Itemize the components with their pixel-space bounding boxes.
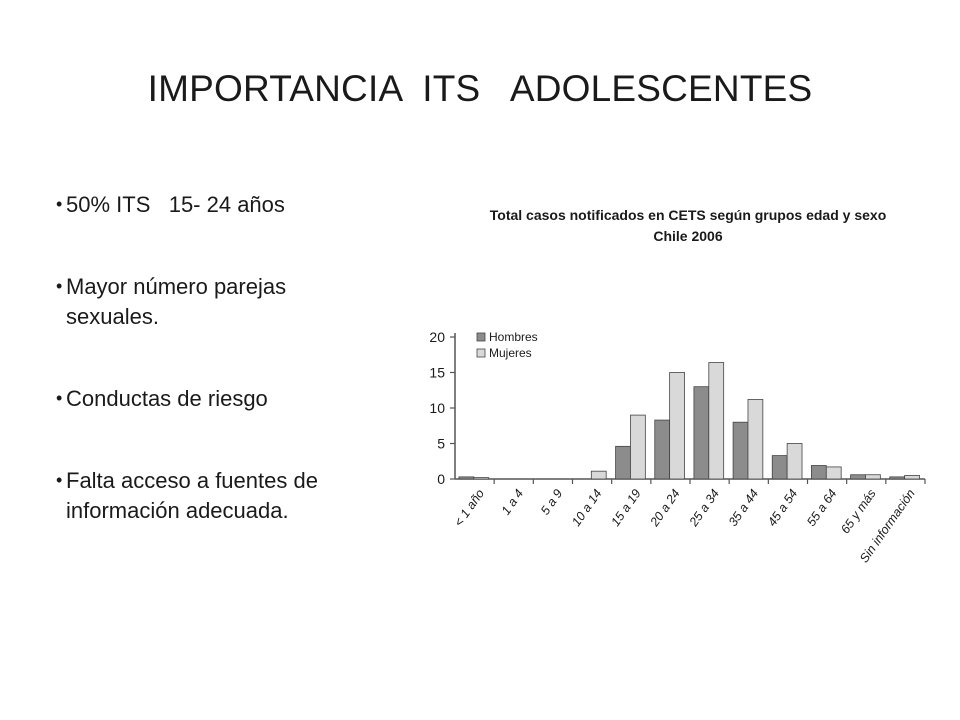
x-category-label: 20 a 24 [647, 487, 683, 530]
bar-hombres-0 [458, 476, 475, 480]
x-category-label: < 1 año [451, 487, 487, 530]
bar-hombres-8 [771, 455, 788, 480]
bar-mujeres-5 [669, 372, 685, 480]
x-category-label: 15 a 19 [608, 487, 643, 529]
bar-mujeres-4 [630, 414, 646, 480]
x-category-label: 10 a 14 [569, 487, 604, 529]
legend-swatch-mujeres [476, 348, 486, 358]
y-tick-label: 0 [437, 471, 445, 487]
bar-mujeres-6 [708, 362, 725, 480]
bar-mujeres-9 [825, 466, 842, 480]
x-category-label: 25 a 34 [686, 487, 722, 530]
x-category-label: 55 a 64 [804, 487, 839, 529]
chart-legend: Hombres Mujeres [476, 330, 538, 360]
bar-hombres-11 [889, 476, 906, 480]
bar-mujeres-7 [747, 399, 764, 480]
bar-hombres-6 [693, 386, 710, 480]
bar-mujeres-0 [473, 477, 490, 480]
bar-mujeres-10 [865, 474, 881, 480]
slide-title: IMPORTANCIA ITS ADOLESCENTES [147, 68, 813, 109]
chart-title: Total casos notificados en CETS según gr… [490, 207, 887, 223]
y-tick-label: 10 [429, 400, 445, 416]
legend-label-hombres: Hombres [489, 330, 538, 344]
y-tick-label: 20 [429, 329, 445, 345]
bar-hombres-9 [811, 465, 827, 480]
bullet-item-4: Falta acceso a fuentes de información ad… [56, 465, 378, 526]
x-category-label: 5 a 9 [538, 487, 565, 518]
x-category-label: 1 a 4 [499, 487, 526, 518]
legend-swatch-hombres [476, 332, 486, 342]
bar-mujeres-8 [786, 443, 803, 480]
x-category-label: 65 y más [838, 487, 879, 537]
bar-hombres-7 [732, 421, 749, 480]
x-category-label: 35 a 44 [726, 487, 761, 529]
y-tick-label: 15 [429, 365, 445, 381]
bar-chart: Total casos notificados en CETS según gr… [405, 195, 945, 615]
bullet-item-3: Conductas de riesgo [56, 383, 378, 414]
bar-mujeres-3 [590, 470, 607, 480]
y-tick-label: 5 [437, 436, 445, 452]
bullet-list: 50% ITS 15- 24 años Mayor número parejas… [56, 189, 378, 526]
bullet-item-2: Mayor número parejas sexuales. [56, 271, 378, 332]
legend-label-mujeres: Mujeres [489, 346, 532, 360]
bar-hombres-5 [654, 419, 671, 480]
chart-bars [458, 362, 920, 480]
chart-subtitle: Chile 2006 [653, 228, 722, 244]
bar-hombres-10 [850, 474, 866, 480]
x-category-label: 45 a 54 [765, 487, 800, 529]
bar-chart-svg: Total casos notificados en CETS según gr… [429, 207, 926, 565]
bullet-item-1: 50% ITS 15- 24 años [56, 189, 378, 220]
bar-mujeres-11 [904, 475, 920, 480]
bar-hombres-4 [615, 445, 631, 480]
